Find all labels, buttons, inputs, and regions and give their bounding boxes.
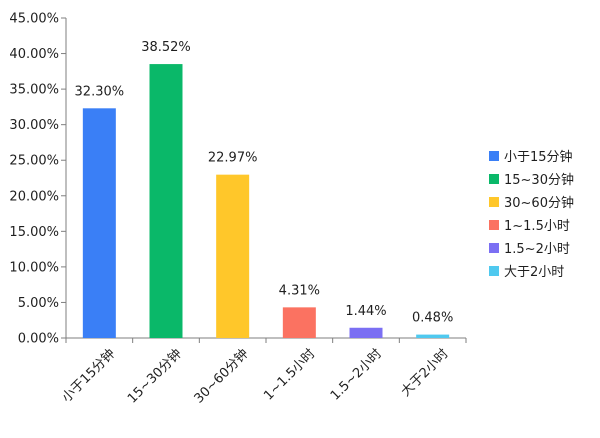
data-label: 38.52% [141,40,191,55]
legend-swatch [489,266,499,276]
x-category-label: 30~60分钟 [191,346,252,407]
data-label: 22.97% [208,151,258,166]
legend-swatch [489,220,499,230]
bar [416,334,450,338]
bar [149,64,183,338]
legend-label: 30~60分钟 [504,195,574,211]
legend-label: 1.5~2小时 [504,242,570,257]
legend-swatch [489,151,499,161]
data-label: 0.48% [412,311,453,326]
y-tick-label: 5.00% [18,296,59,311]
y-tick-label: 45.00% [9,12,59,27]
y-tick-label: 30.00% [9,118,59,133]
y-tick-label: 10.00% [9,260,59,275]
legend-label: 小于15分钟 [504,149,573,165]
y-tick-label: 20.00% [9,189,59,204]
x-category-label: 小于15分钟 [59,346,119,406]
legend-swatch [489,174,499,184]
y-tick-label: 0.00% [18,332,59,347]
legend-label: 大于2小时 [504,265,564,280]
x-category-label: 15~30分钟 [124,346,185,407]
legend-swatch [489,197,499,207]
y-tick-label: 35.00% [9,83,59,98]
legend-label: 15~30分钟 [504,172,574,188]
y-tick-label: 25.00% [9,154,59,169]
x-category-label: 1.5~2小时 [328,346,385,403]
bar [282,307,316,338]
x-category-label: 大于2小时 [398,346,451,399]
x-category-label: 1~1.5小时 [261,346,318,403]
y-tick-label: 40.00% [9,47,59,62]
legend-label: 1~1.5小时 [504,219,570,234]
bar [82,108,116,338]
data-label: 32.30% [75,84,125,99]
data-label: 1.44% [345,304,386,319]
data-label: 4.31% [279,283,320,298]
bar [349,327,383,338]
bar [216,174,250,338]
y-tick-label: 15.00% [9,225,59,240]
legend-swatch [489,243,499,253]
